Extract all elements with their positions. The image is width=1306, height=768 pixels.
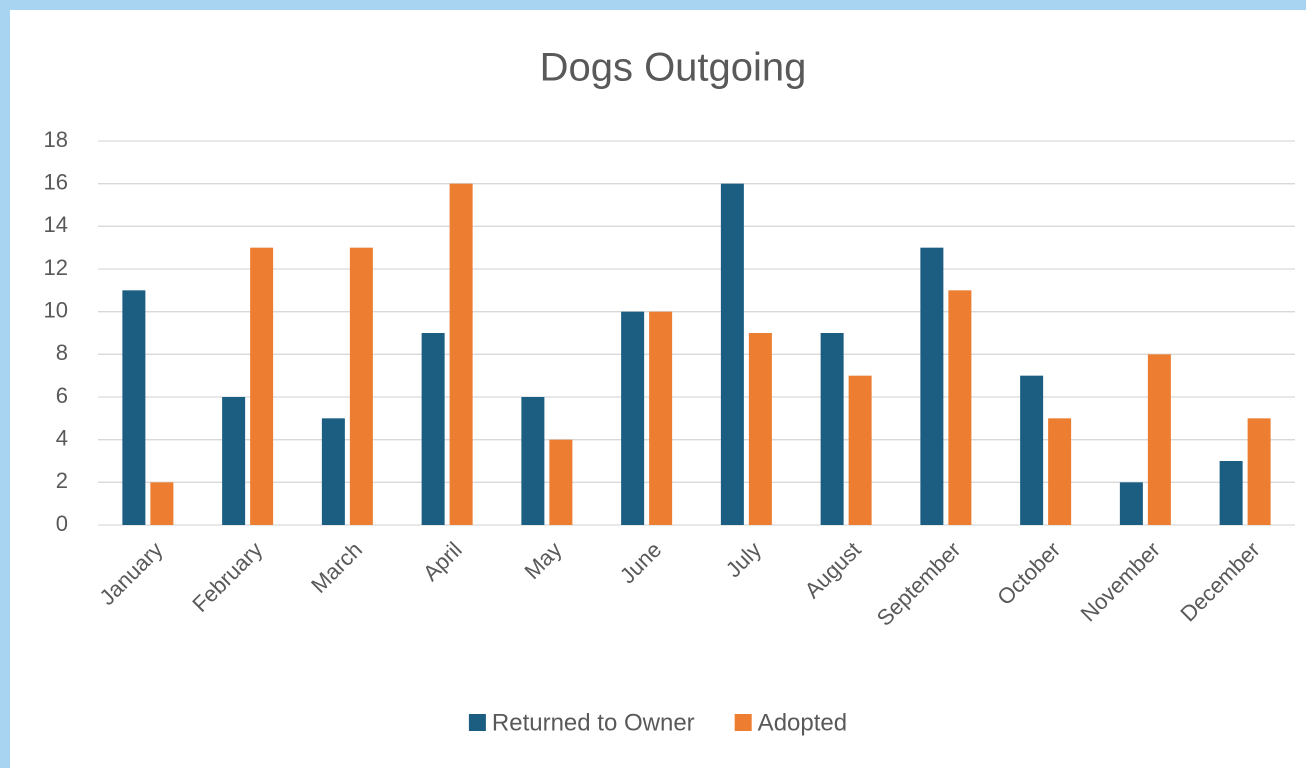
bar <box>748 333 772 525</box>
bar <box>250 247 274 525</box>
bar <box>449 183 473 525</box>
y-tick-label: 2 <box>56 468 68 493</box>
bar <box>621 311 645 525</box>
bar <box>521 397 545 525</box>
bar <box>1219 461 1243 525</box>
legend: Returned to Owner Adopted <box>468 709 847 736</box>
y-tick-label: 8 <box>56 340 68 365</box>
bar <box>848 375 872 525</box>
bar <box>1020 375 1044 525</box>
bar <box>321 418 345 525</box>
legend-swatch <box>734 714 752 731</box>
bar <box>349 247 373 525</box>
bar <box>122 290 146 525</box>
bar <box>649 311 673 525</box>
chart-title: Dogs Outgoing <box>540 46 807 90</box>
bar <box>1147 354 1171 525</box>
bar <box>1048 418 1072 525</box>
bar <box>1119 482 1143 525</box>
legend-label: Adopted <box>758 709 847 736</box>
y-tick-label: 0 <box>56 511 68 536</box>
y-tick-label: 14 <box>44 212 68 237</box>
bar <box>421 333 445 525</box>
y-tick-label: 16 <box>44 169 68 194</box>
bar <box>222 397 246 525</box>
y-tick-label: 18 <box>44 127 68 152</box>
bar <box>150 482 174 525</box>
bar <box>920 247 944 525</box>
bar <box>948 290 972 525</box>
legend-label: Returned to Owner <box>492 709 695 736</box>
y-tick-label: 10 <box>44 297 68 322</box>
bar <box>1247 418 1271 525</box>
bar <box>720 183 744 525</box>
y-tick-label: 4 <box>56 425 68 450</box>
y-tick-label: 12 <box>44 255 68 280</box>
y-tick-label: 6 <box>56 383 68 408</box>
bar <box>549 439 573 525</box>
legend-swatch <box>468 714 486 731</box>
bar <box>820 333 844 525</box>
